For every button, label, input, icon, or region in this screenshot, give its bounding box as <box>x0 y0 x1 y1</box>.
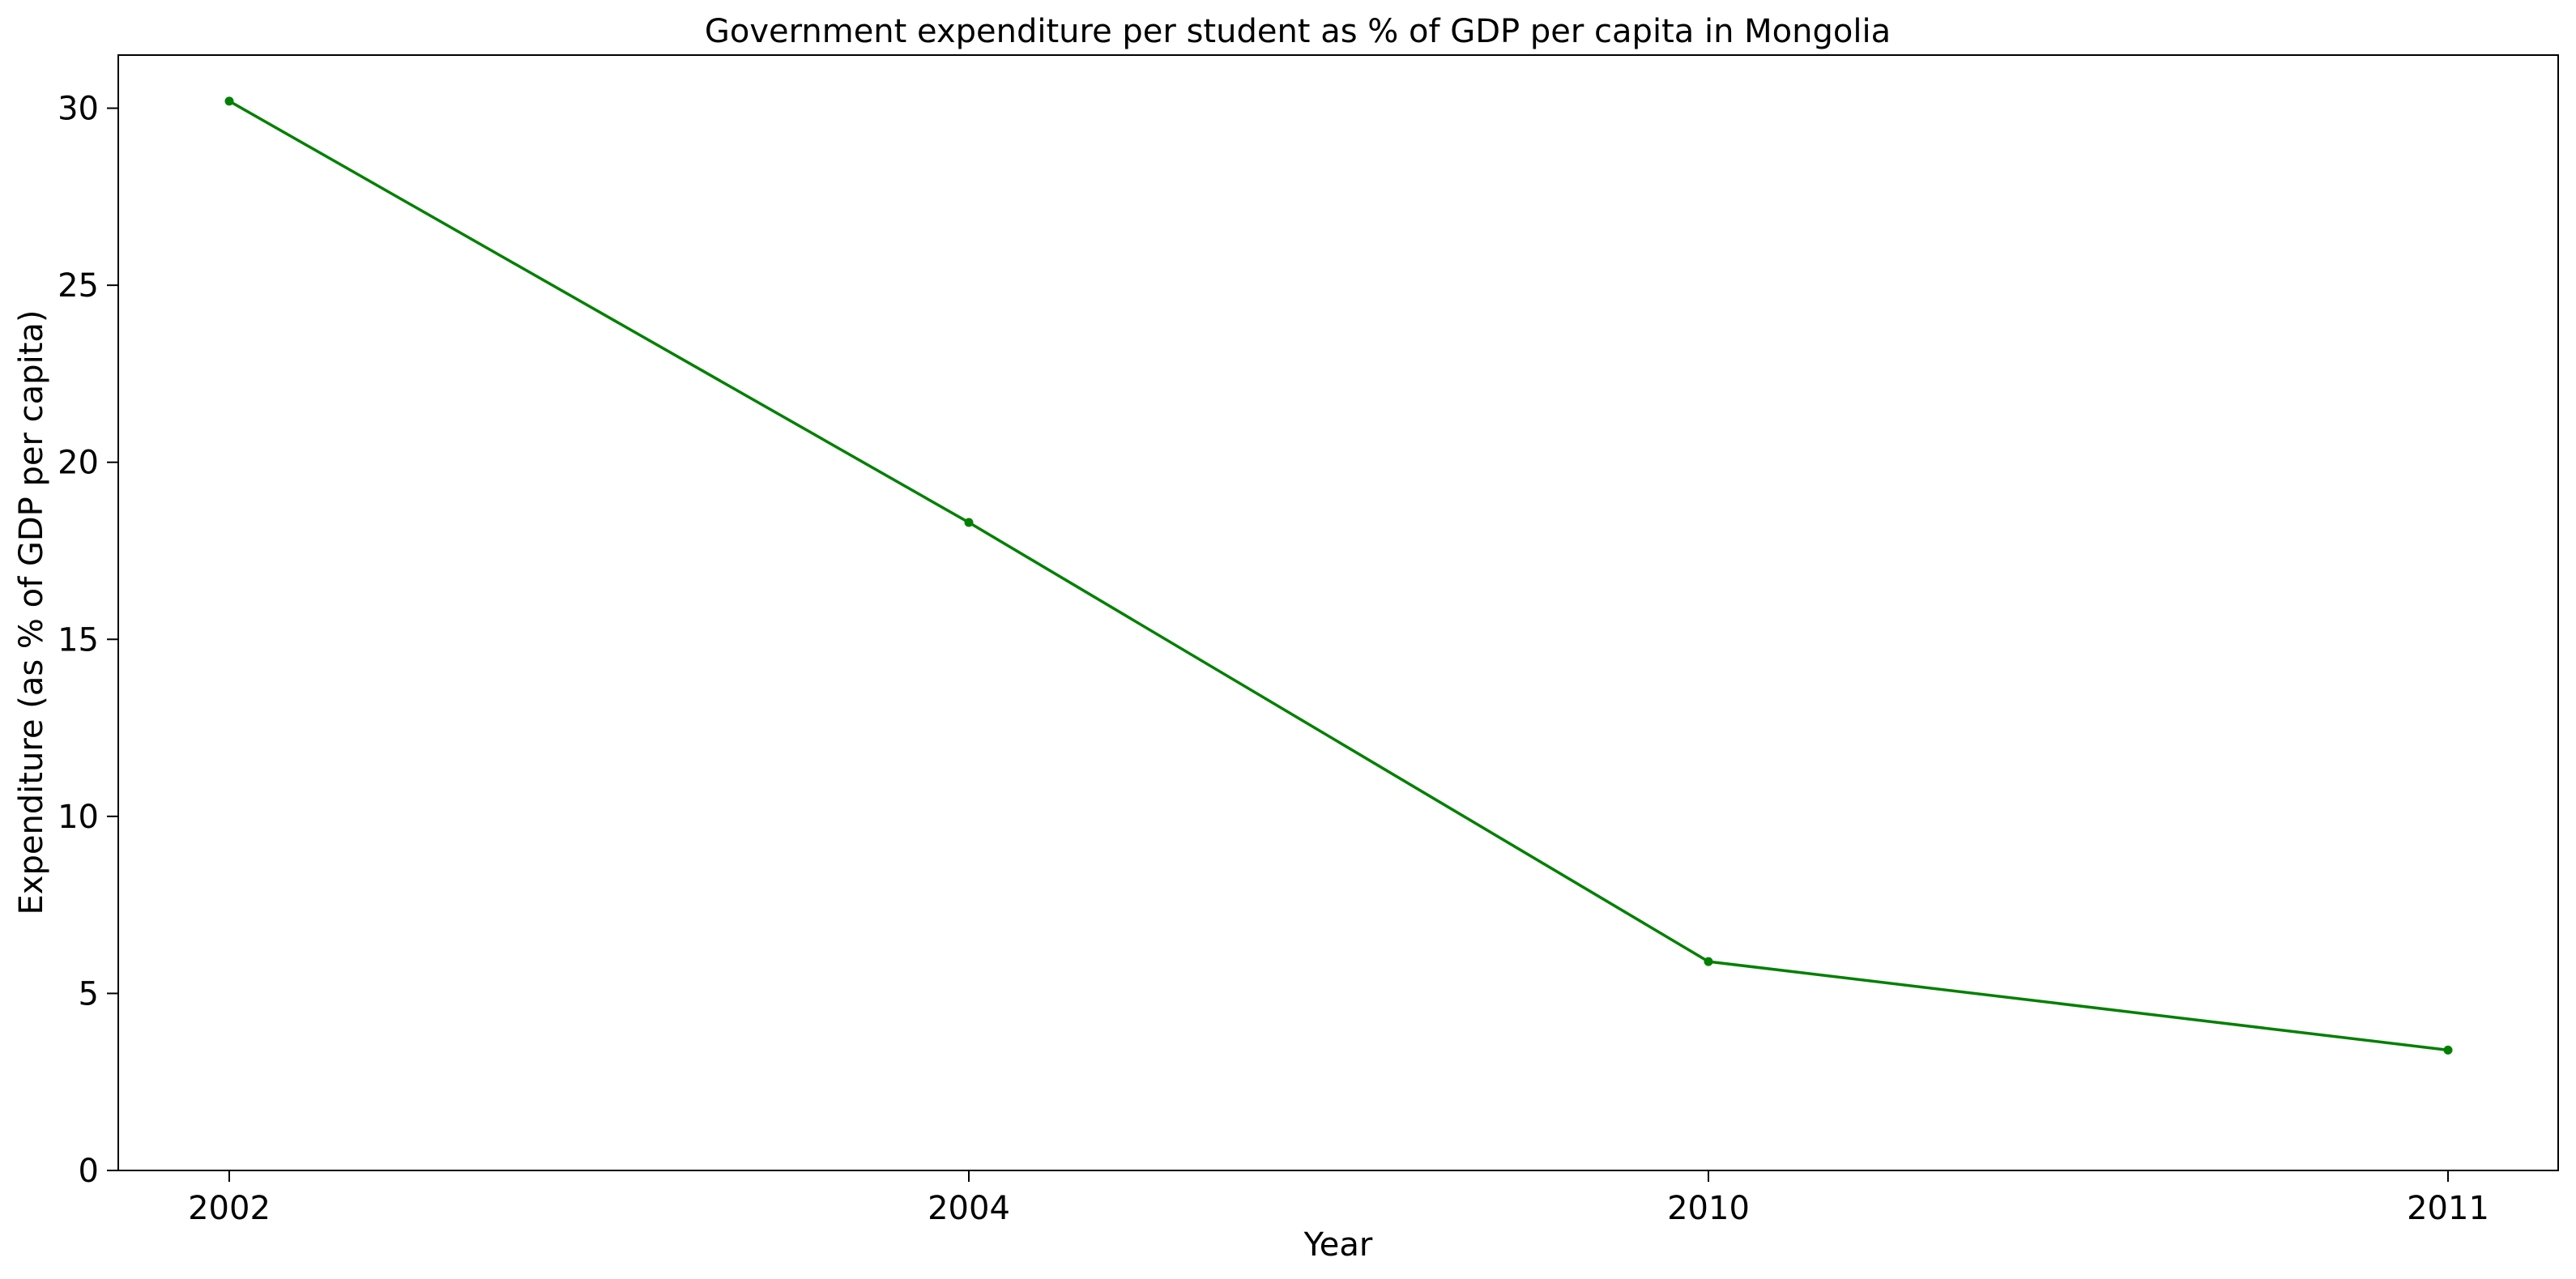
y-axis-ticks: 0 5 10 15 20 25 30 <box>58 91 118 1190</box>
x-tick-label: 2004 <box>928 1190 1010 1227</box>
y-tick-label: 5 <box>79 975 99 1013</box>
x-axis-label: Year <box>1303 1226 1373 1264</box>
data-point-2011 <box>2443 1045 2453 1055</box>
y-tick-label: 20 <box>58 445 99 482</box>
y-tick-label: 25 <box>58 267 99 305</box>
plot-series <box>224 96 2453 1055</box>
data-point-2002 <box>224 96 234 106</box>
y-tick-label: 15 <box>58 621 99 659</box>
series-line <box>228 100 2449 1052</box>
y-axis-label: Expenditure (as % of GDP per capita) <box>13 310 50 915</box>
y-tick-label: 30 <box>58 91 99 128</box>
chart-title: Government expenditure per student as % … <box>705 13 1891 50</box>
x-tick-label: 2002 <box>188 1190 271 1227</box>
y-tick-label: 10 <box>58 799 99 836</box>
y-tick-label: 0 <box>79 1153 99 1190</box>
plot-area-frame <box>117 54 2559 1171</box>
x-tick-label: 2010 <box>1667 1190 1750 1227</box>
x-tick-label: 2011 <box>2407 1190 2489 1227</box>
data-point-2004 <box>964 518 974 527</box>
x-axis-ticks: 2002 2004 2010 2011 <box>188 1170 2489 1227</box>
data-point-2010 <box>1704 957 1713 966</box>
